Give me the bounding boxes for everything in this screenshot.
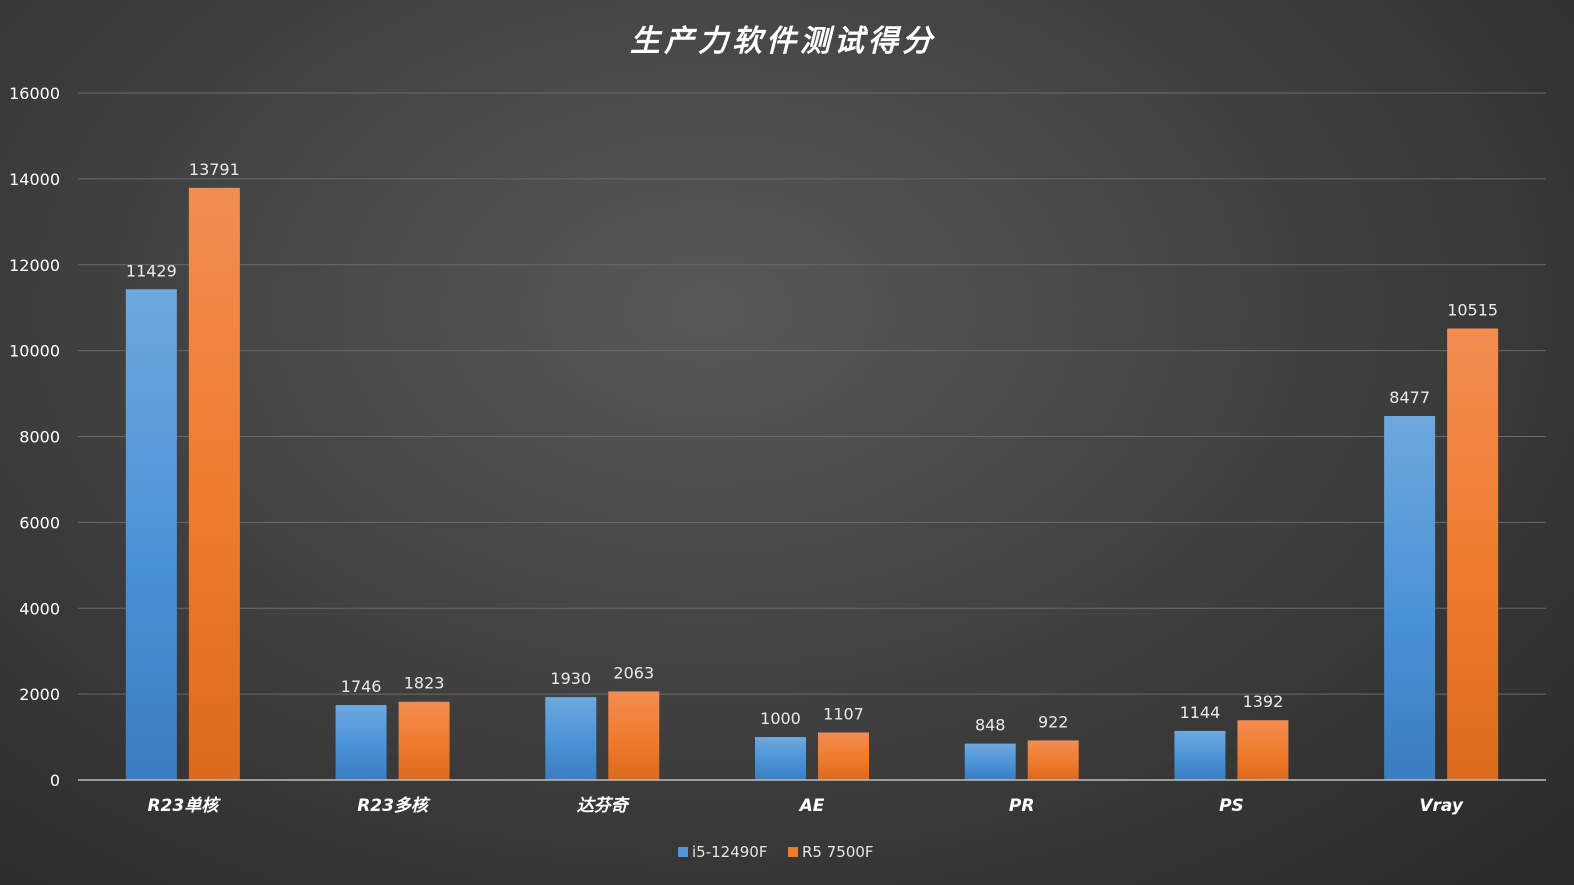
x-tick-label: PR [1009,796,1035,816]
bar-series2 [818,732,869,780]
grid-layer [78,92,1546,695]
bar-series1 [545,697,597,780]
legend: i5-12490F R5 7500F [678,843,874,861]
bar-series2 [188,187,240,780]
bar-series1 [1174,730,1226,780]
y-tick-label: 10000 [9,342,60,361]
y-tick-label: 0 [50,771,60,790]
y-tick-label: 12000 [9,256,60,275]
bar-series2 [1237,720,1289,780]
bar-series1 [335,705,387,780]
data-label: 922 [1038,712,1069,731]
data-label: 1746 [341,677,382,696]
y-tick-label: 4000 [19,599,60,618]
axis-layer: 0 2000 4000 6000 8000 10000 12000 14000 16000 R23… [9,84,1546,816]
data-label: 1930 [550,669,591,688]
data-label: 8477 [1389,388,1430,407]
x-tick-label: Vray [1419,796,1463,816]
data-label: 1107 [823,704,864,723]
x-tick-label: R23单核 [147,796,221,816]
data-label: 848 [975,716,1006,735]
data-label: 2063 [613,663,654,682]
bar-series1 [755,737,806,780]
x-tick-label: R23多核 [357,796,431,816]
legend-swatch [678,847,688,857]
y-tick-label: 6000 [19,513,60,532]
legend-swatch [788,847,798,857]
bars-layer [125,187,1499,780]
data-label: 11429 [126,261,177,280]
chart-title: 生产力软件测试得分 [630,24,936,59]
bar-series1 [1384,416,1436,780]
data-label: 1000 [760,709,801,728]
x-tick-label: 达芬奇 [577,796,630,816]
data-label: 1144 [1180,703,1221,722]
bar-series2 [398,701,450,780]
y-tick-label: 14000 [9,170,60,189]
y-tick-label: 8000 [19,428,60,447]
legend-label: i5-12490F [692,843,767,861]
data-label: 1823 [404,674,445,693]
x-tick-label: PS [1219,796,1244,816]
bar-series1 [964,743,1016,780]
legend-label: R5 7500F [802,843,874,861]
data-label: 13791 [189,160,240,179]
bar-series2 [608,691,660,780]
data-label: 10515 [1447,301,1498,320]
y-tick-label: 16000 [9,84,60,103]
data-label: 1392 [1243,692,1284,711]
bar-series2 [1027,740,1079,780]
labels-layer: 11429 13791 1746 1823 1930 2063 1000 1107 848 922… [126,160,1498,735]
bar-series2 [1447,328,1499,780]
x-tick-label: AE [798,796,825,816]
y-tick-label: 2000 [19,685,60,704]
bar-series1 [125,289,177,780]
